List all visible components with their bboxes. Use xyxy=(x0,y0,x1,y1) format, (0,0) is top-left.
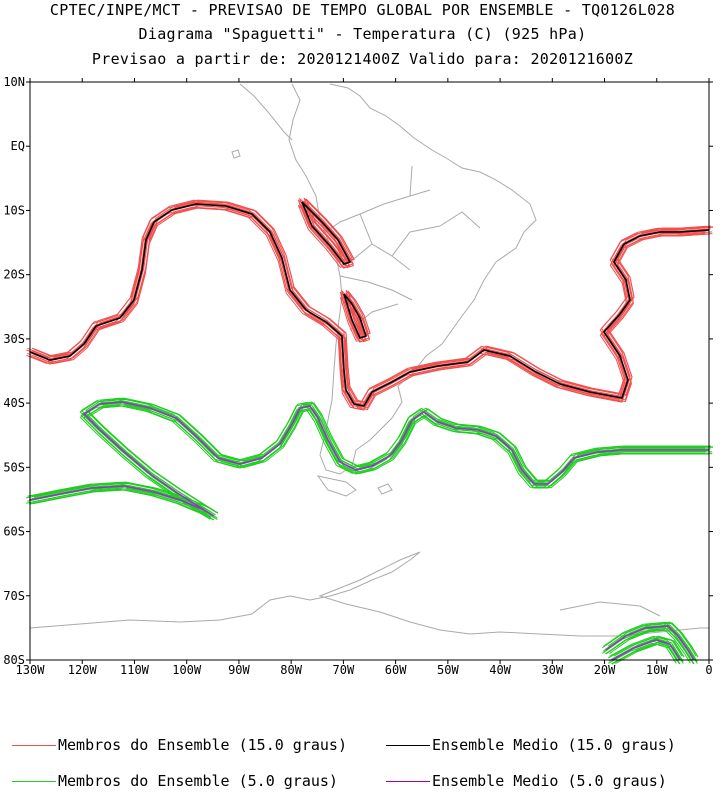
member-isotherm-5 xyxy=(33,398,713,514)
legend-label: Ensemble Medio (5.0 graus) xyxy=(432,772,667,790)
legend-swatch xyxy=(386,745,430,746)
lat-label: 10S xyxy=(3,203,25,217)
mean-isotherm-15 xyxy=(29,203,710,407)
lon-label: 10W xyxy=(646,663,668,677)
member-isotherm-5 xyxy=(615,636,685,658)
member-isotherm-5 xyxy=(607,637,677,659)
lat-label: 40S xyxy=(3,396,25,410)
member-isotherm-15 xyxy=(33,207,713,411)
lon-label: 50W xyxy=(437,663,459,677)
mean-isotherm-5 xyxy=(611,639,681,661)
member-isotherm-15 xyxy=(33,200,714,404)
legend-label: Membros do Ensemble (5.0 graus) xyxy=(58,772,338,790)
coastlines xyxy=(29,83,709,637)
lat-label: 10N xyxy=(3,75,25,89)
lon-label: 30W xyxy=(541,663,563,677)
lon-label: 90W xyxy=(228,663,250,677)
member-isotherm-5 xyxy=(615,643,684,665)
lat-label: 50S xyxy=(3,460,25,474)
legend-members-5: Membros do Ensemble (5.0 graus) xyxy=(12,772,338,790)
lat-label: 70S xyxy=(3,589,25,603)
lon-label: 60W xyxy=(385,663,407,677)
member-isotherm-5 xyxy=(31,400,711,516)
member-isotherm-5 xyxy=(26,399,706,515)
lon-label: 70W xyxy=(333,663,355,677)
central-america-coast xyxy=(239,83,293,141)
lon-label: 130W xyxy=(16,663,46,677)
member-isotherm-15 xyxy=(297,199,347,263)
legend-label: Membros do Ensemble (15.0 graus) xyxy=(58,736,347,754)
member-isotherm-5 xyxy=(611,643,680,665)
member-isotherm-15 xyxy=(339,291,363,337)
south-america-borders xyxy=(319,165,481,331)
member-isotherm-5 xyxy=(605,629,694,665)
isotherm-curves xyxy=(26,197,714,665)
tierra-del-fuego xyxy=(316,475,357,497)
lat-label: 30S xyxy=(3,332,25,346)
member-isotherm-15 xyxy=(345,289,369,335)
legend-mean-5: Ensemble Medio (5.0 graus) xyxy=(386,772,667,790)
mean-isotherm-5 xyxy=(29,401,709,517)
ice-shelf xyxy=(559,601,661,617)
lat-label: 80S xyxy=(3,653,25,667)
member-isotherm-5 xyxy=(26,404,706,520)
member-isotherm-15 xyxy=(26,201,706,405)
member-isotherm-15 xyxy=(342,297,367,343)
legend-swatch xyxy=(386,781,430,782)
lon-label: 120W xyxy=(68,663,98,677)
map-border xyxy=(29,81,710,661)
mean-isotherm-15 xyxy=(343,293,368,339)
lat-label: 60S xyxy=(3,525,25,539)
legend-swatch xyxy=(12,781,56,782)
galapagos xyxy=(231,149,241,159)
lon-label: 40W xyxy=(489,663,511,677)
lon-label: 0 xyxy=(705,663,712,677)
member-isotherm-5 xyxy=(613,635,683,657)
member-isotherm-15 xyxy=(345,292,369,338)
antarctica-coast xyxy=(29,551,709,637)
member-isotherm-15 xyxy=(33,200,714,404)
map-frame xyxy=(29,81,710,661)
mean-isotherm-15 xyxy=(301,201,352,265)
title-line-2: Diagrama "Spaguetti" - Temperatura (C) (… xyxy=(138,25,587,43)
lat-label: EQ xyxy=(11,139,25,153)
title-line-3: Previsao a partir de: 2020121400Z Valido… xyxy=(91,50,634,68)
lon-label: 110W xyxy=(120,663,150,677)
member-isotherm-15 xyxy=(300,205,351,269)
lon-label: 20W xyxy=(594,663,616,677)
member-isotherm-15 xyxy=(305,198,355,262)
falklands xyxy=(377,483,393,495)
title-line-1: CPTEC/INPE/MCT - PREVISAO DE TEMPO GLOBA… xyxy=(49,1,676,19)
legend-label: Ensemble Medio (15.0 graus) xyxy=(432,736,676,754)
legend-mean-15: Ensemble Medio (15.0 graus) xyxy=(386,736,676,754)
member-isotherm-5 xyxy=(609,622,699,658)
legend-swatch xyxy=(12,745,56,746)
lon-label: 80W xyxy=(280,663,302,677)
legend-members-15: Membros do Ensemble (15.0 graus) xyxy=(12,736,347,754)
lat-label: 20S xyxy=(3,268,25,282)
member-isotherm-15 xyxy=(347,290,371,336)
mean-isotherm-5 xyxy=(605,625,695,661)
member-isotherm-5 xyxy=(608,642,677,664)
member-isotherm-5 xyxy=(29,405,709,521)
lon-label: 100W xyxy=(172,663,202,677)
